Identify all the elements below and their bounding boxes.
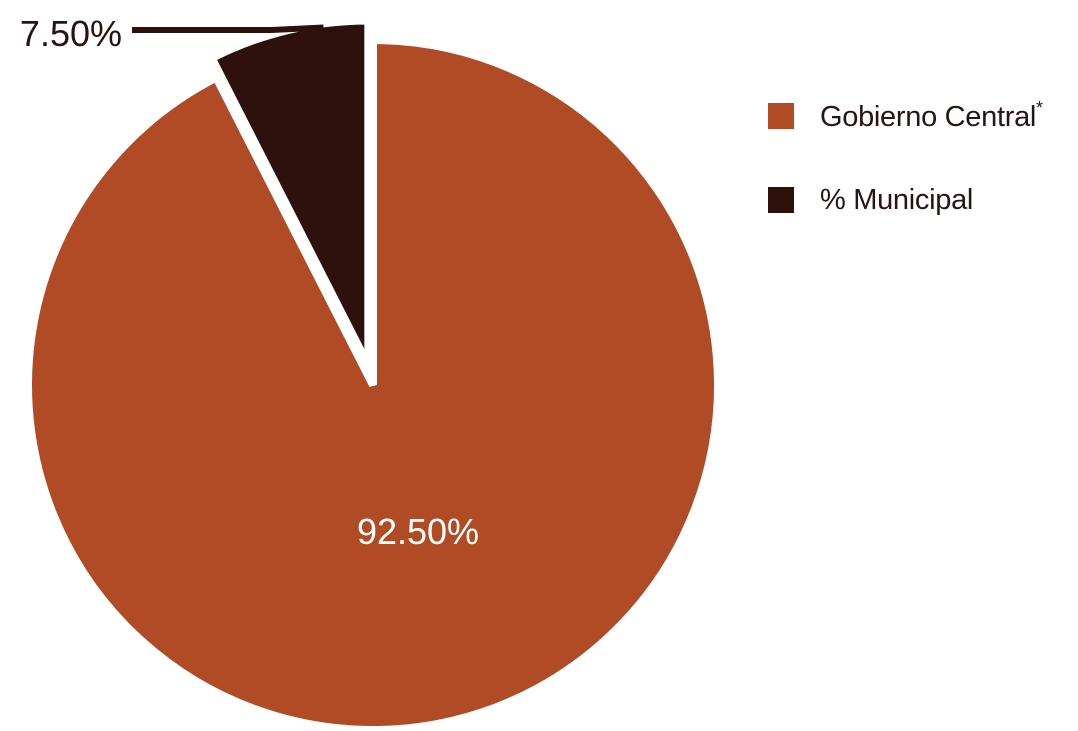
legend-swatch-gobierno-central bbox=[768, 103, 794, 129]
legend-label-gobierno-central: Gobierno Central* bbox=[820, 98, 1043, 134]
leader-line-municipal bbox=[132, 24, 324, 33]
pie-slice-gobierno-central bbox=[24, 35, 722, 731]
legend-swatch-municipal bbox=[768, 187, 794, 213]
legend-item-gobierno-central: Gobierno Central* bbox=[768, 96, 1043, 136]
data-label-municipal: 7.50% bbox=[20, 13, 122, 54]
legend-label-municipal: % Municipal bbox=[820, 183, 974, 216]
data-label-gobierno-central: 92.50% bbox=[357, 511, 479, 552]
legend-item-municipal: % Municipal bbox=[768, 180, 1043, 220]
legend-label-gobierno-central-text: Gobierno Central bbox=[820, 101, 1037, 133]
legend-label-gobierno-central-asterisk: * bbox=[1036, 98, 1043, 118]
chart-legend: Gobierno Central* % Municipal bbox=[768, 96, 1043, 264]
